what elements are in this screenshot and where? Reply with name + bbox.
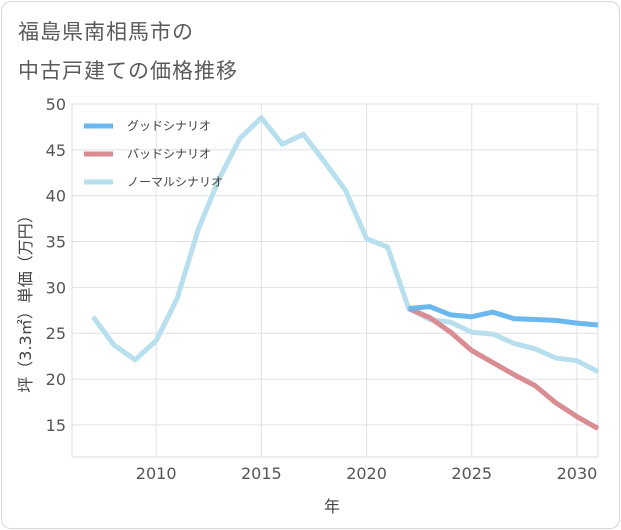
y-axis-label: 坪（3.3㎡）単価（万円）: [16, 207, 35, 392]
chart-title-line1: 福島県南相馬市の: [18, 20, 194, 44]
y-tick-labels: 15 20 25 30 35 40 45 50: [46, 95, 66, 435]
x-tick-label: 2010: [136, 464, 177, 483]
legend-label: ノーマルシナリオ: [127, 175, 223, 189]
y-tick-label: 15: [46, 416, 66, 435]
y-tick-label: 40: [46, 187, 66, 206]
x-tick-label: 2015: [241, 464, 282, 483]
legend-label: バッドシナリオ: [127, 147, 211, 161]
x-tick-label: 2025: [451, 464, 492, 483]
x-tick-labels: 2010 2015 2020 2025 2030: [136, 464, 598, 483]
chart-title-line2: 中古戸建ての価格推移: [18, 59, 238, 83]
x-tick-label: 2020: [346, 464, 387, 483]
series-line-2: [90, 115, 600, 374]
y-tick-label: 35: [46, 233, 66, 252]
y-tick-label: 50: [46, 95, 66, 114]
x-axis-label: 年: [324, 497, 340, 516]
series-lines: [90, 115, 600, 431]
x-tick-label: 2030: [557, 464, 598, 483]
series-line-0: [408, 304, 599, 328]
legend-label: グッドシナリオ: [127, 119, 211, 133]
y-tick-label: 30: [46, 278, 66, 297]
y-tick-label: 20: [46, 370, 66, 389]
series-line-1: [407, 306, 600, 431]
y-tick-label: 45: [46, 141, 66, 160]
y-tick-label: 25: [46, 324, 66, 343]
